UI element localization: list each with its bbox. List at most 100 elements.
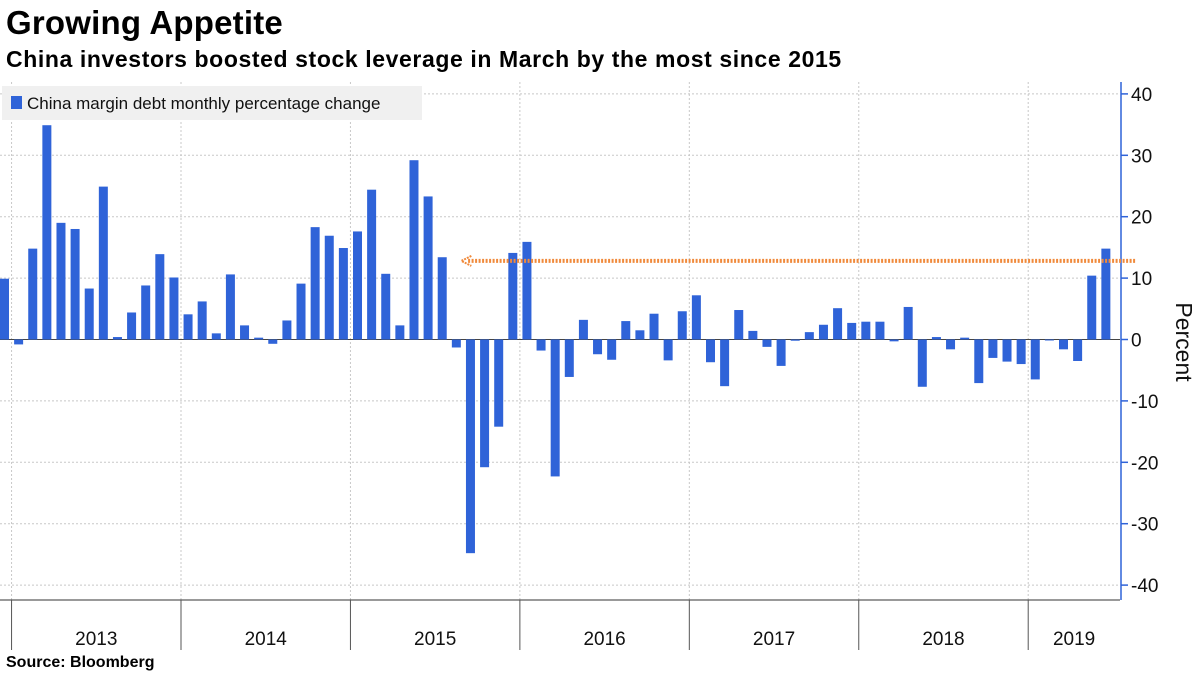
legend-box: [2, 86, 422, 120]
bar: [706, 339, 715, 363]
bar: [875, 321, 885, 340]
bar: [621, 321, 631, 340]
annotations: [459, 255, 1136, 267]
bar: [536, 339, 546, 351]
bar: [451, 339, 461, 348]
y-tick-label: -30: [1131, 515, 1158, 536]
bar: [42, 125, 52, 340]
bar: [790, 339, 800, 341]
bar: [917, 339, 927, 387]
y-tick-label: 20: [1131, 208, 1152, 229]
bar: [1016, 339, 1026, 365]
bar: [663, 339, 673, 361]
bar: [465, 339, 475, 554]
bar: [903, 306, 913, 340]
x-tick-label: 2018: [922, 629, 964, 650]
legend-swatch: [11, 96, 22, 109]
y-tick-label: -20: [1131, 453, 1158, 474]
bar: [296, 283, 306, 340]
bar: [14, 339, 24, 345]
bar: [508, 252, 518, 340]
bar: [931, 337, 941, 340]
bar: [183, 314, 193, 340]
bar: [367, 189, 377, 340]
bar: [282, 320, 292, 340]
chart-subtitle: China investors boosted stock leverage i…: [6, 46, 842, 72]
bar: [381, 273, 391, 340]
bar: [409, 160, 419, 340]
bar: [960, 337, 970, 340]
bar: [804, 332, 814, 340]
bar: [240, 325, 250, 340]
y-tick-label: 40: [1131, 85, 1152, 106]
bar: [522, 241, 532, 340]
bar: [564, 339, 574, 377]
bar: [310, 227, 320, 340]
bar: [720, 339, 730, 387]
gridlines: [0, 82, 1120, 600]
y-axis-title: Percent: [1171, 302, 1197, 382]
bar: [155, 254, 165, 340]
legend: China margin debt monthly percentage cha…: [2, 86, 422, 120]
y-tick-label: -40: [1131, 576, 1158, 597]
bar: [988, 339, 998, 358]
bar: [593, 339, 603, 355]
bar: [423, 196, 433, 340]
bar: [141, 285, 151, 340]
legend-label: China margin debt monthly percentage cha…: [27, 94, 380, 113]
bar: [70, 228, 80, 340]
bar: [480, 339, 490, 468]
bar: [225, 274, 235, 340]
x-tick-label: 2014: [245, 629, 288, 650]
bars: [0, 125, 1111, 554]
bar: [127, 312, 137, 340]
bar: [353, 231, 362, 340]
bar: [649, 313, 659, 340]
x-axis: 2013 2014 2015 2016 2017 2018 2019: [0, 599, 1120, 650]
bar: [748, 330, 758, 340]
bar: [395, 325, 405, 340]
chart-title: Growing Appetite: [6, 4, 283, 41]
bar: [56, 222, 66, 340]
bar: [254, 337, 264, 340]
bar: [677, 311, 687, 340]
bar: [847, 322, 857, 340]
bar: [1002, 339, 1012, 362]
bar: [211, 333, 221, 340]
bar: [169, 277, 179, 340]
bar: [112, 337, 122, 340]
x-tick-label: 2019: [1053, 629, 1095, 650]
bar: [974, 339, 984, 384]
bar: [1030, 339, 1040, 380]
bar: [578, 319, 588, 340]
bar: [833, 308, 843, 340]
bar: [1059, 339, 1068, 350]
bar: [28, 248, 38, 340]
x-tick-label: 2013: [75, 629, 117, 650]
bar: [946, 339, 956, 350]
bar: [776, 339, 786, 366]
bar: [197, 301, 207, 340]
bar: [550, 339, 560, 477]
bar: [1087, 275, 1097, 340]
x-tick-label: 2015: [414, 629, 456, 650]
source-note: Source: Bloomberg: [6, 654, 155, 671]
bar: [338, 248, 348, 340]
annotation-arrow-head: [459, 255, 472, 267]
bar: [607, 339, 617, 360]
bar: [84, 288, 94, 340]
y-tick-label: 0: [1131, 331, 1142, 352]
x-tick-label: 2016: [583, 629, 625, 650]
bar: [268, 339, 278, 344]
x-tick-label: 2017: [753, 629, 795, 650]
bar: [635, 330, 645, 340]
bar: [494, 339, 504, 427]
bar: [1101, 248, 1111, 340]
bar: [98, 186, 108, 340]
bar: [324, 235, 334, 340]
y-tick-label: -10: [1131, 392, 1158, 413]
bar: [734, 310, 744, 340]
bar: [691, 295, 701, 340]
y-axis: -40 -30 -20 -10 0 10 20 30 40: [1120, 82, 1158, 600]
